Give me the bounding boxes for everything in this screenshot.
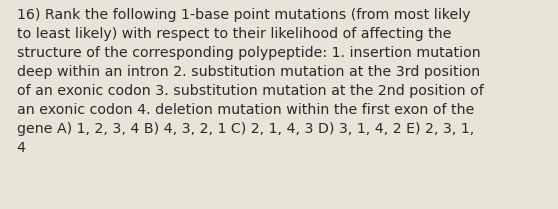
Text: 16) Rank the following 1-base point mutations (from most likely
to least likely): 16) Rank the following 1-base point muta… bbox=[17, 8, 483, 155]
